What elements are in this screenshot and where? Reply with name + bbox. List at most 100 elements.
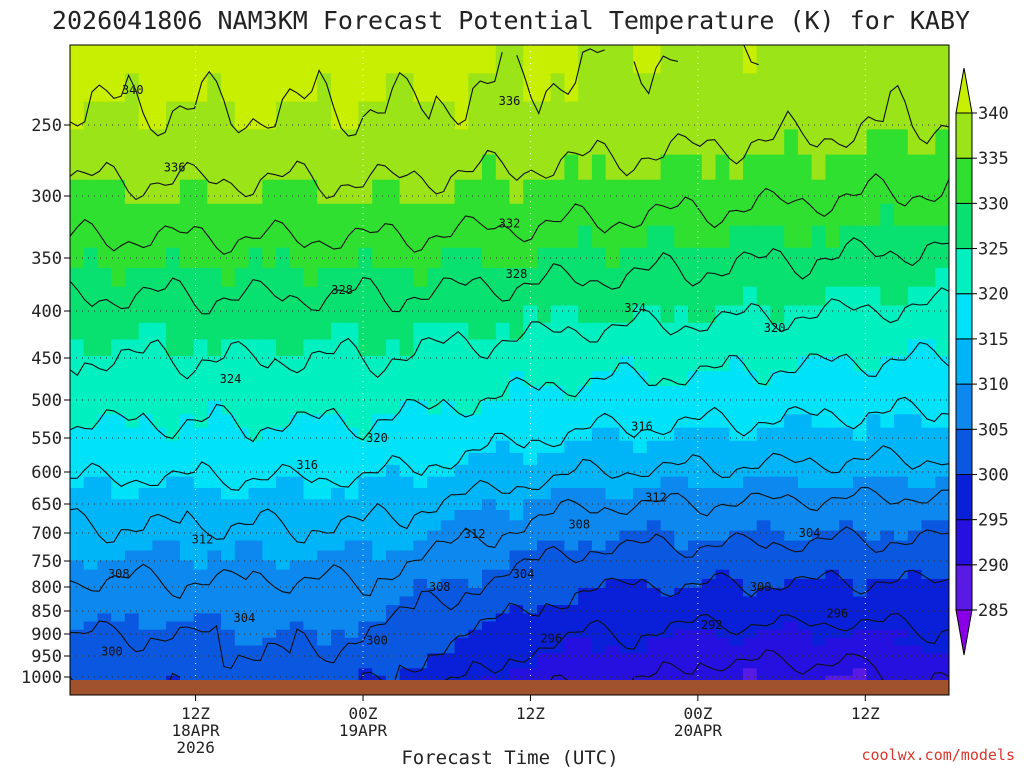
- band-cell: [715, 605, 730, 614]
- band-cell: [248, 267, 263, 288]
- band-cell: [221, 520, 236, 532]
- band-cell: [234, 540, 250, 552]
- band-cell: [83, 400, 98, 415]
- band-cell: [797, 510, 813, 521]
- band-cell: [797, 588, 813, 598]
- band-cell: [660, 267, 675, 288]
- band-cell: [124, 464, 140, 478]
- colorbar-bottom-triangle: [955, 609, 973, 656]
- band-cell: [454, 605, 469, 614]
- band-cell: [358, 588, 373, 598]
- band-cell: [866, 179, 881, 205]
- band-cell: [152, 637, 167, 647]
- band-cell: [179, 578, 195, 589]
- band-cell: [331, 322, 346, 340]
- band-cell: [660, 129, 675, 156]
- band-cell: [111, 179, 126, 205]
- band-cell: [221, 621, 236, 631]
- y-tick-label: 350: [31, 249, 62, 269]
- band-cell: [111, 550, 126, 561]
- band-cell: [372, 440, 387, 454]
- band-cell: [385, 414, 401, 429]
- band-cell: [303, 668, 318, 677]
- band-cell: [605, 427, 620, 442]
- band-cell: [166, 637, 181, 647]
- band-cell: [440, 286, 456, 307]
- band-cell: [619, 560, 634, 571]
- band-cell: [591, 339, 607, 357]
- band-cell: [619, 225, 634, 249]
- band-cell: [866, 73, 881, 103]
- band-cell: [701, 530, 717, 542]
- band-cell: [372, 267, 387, 288]
- band-cell: [550, 560, 565, 571]
- band-cell: [523, 540, 538, 552]
- band-cell: [894, 464, 909, 478]
- band-cell: [688, 653, 703, 662]
- band-cell: [440, 645, 456, 654]
- band-cell: [482, 675, 497, 684]
- band-cell: [894, 476, 909, 489]
- band-cell: [715, 520, 730, 532]
- band-cell: [468, 386, 483, 402]
- band-cell: [413, 668, 428, 677]
- band-cell: [303, 286, 318, 307]
- band-cell: [564, 356, 579, 372]
- band-cell: [83, 101, 98, 131]
- band-cell: [907, 596, 923, 606]
- band-cell: [303, 596, 318, 606]
- band-cell: [440, 73, 456, 103]
- band-cell: [756, 629, 771, 639]
- band-cell: [839, 225, 854, 249]
- band-cell: [839, 339, 854, 357]
- band-cell: [839, 154, 854, 181]
- band-cell: [935, 203, 949, 227]
- band-cell: [770, 550, 785, 561]
- band-cell: [605, 247, 620, 269]
- band-cell: [605, 637, 620, 647]
- band-cell: [894, 660, 909, 669]
- band-cell: [248, 520, 263, 532]
- band-cell: [70, 247, 85, 269]
- band-cell: [440, 668, 456, 677]
- contour-label: 328: [506, 267, 528, 281]
- band-cell: [756, 660, 771, 669]
- band-cell: [179, 452, 195, 466]
- band-cell: [715, 653, 730, 662]
- band-cell: [852, 225, 868, 249]
- band-cell: [248, 668, 263, 677]
- band-cell: [894, 154, 909, 181]
- band-cell: [399, 225, 414, 249]
- band-cell: [756, 45, 771, 74]
- band-cell: [179, 540, 195, 552]
- band-cell: [509, 540, 524, 552]
- band-cell: [701, 660, 717, 669]
- band-cell: [674, 675, 689, 684]
- band-cell: [715, 560, 730, 571]
- band-cell: [276, 550, 291, 561]
- band-cell: [468, 637, 483, 647]
- band-cell: [440, 356, 456, 372]
- band-cell: [221, 386, 236, 402]
- band-cell: [372, 414, 387, 429]
- band-cell: [729, 339, 744, 357]
- credit-link[interactable]: coolwx.com/models: [861, 746, 1015, 764]
- band-cell: [825, 179, 840, 205]
- band-cell: [303, 540, 318, 552]
- band-cell: [674, 203, 689, 227]
- band-cell: [221, 339, 236, 357]
- band-cell: [138, 668, 153, 677]
- band-cell: [688, 540, 703, 552]
- band-cell: [646, 578, 662, 589]
- band-cell: [852, 440, 868, 454]
- band-cell: [866, 550, 881, 561]
- band-cell: [495, 668, 511, 677]
- band-cell: [358, 414, 373, 429]
- band-cell: [221, 305, 236, 324]
- band-cell: [633, 452, 648, 466]
- band-cell: [894, 203, 909, 227]
- band-cell: [166, 129, 181, 156]
- band-cell: [605, 464, 620, 478]
- band-cell: [399, 645, 414, 654]
- band-cell: [97, 73, 112, 103]
